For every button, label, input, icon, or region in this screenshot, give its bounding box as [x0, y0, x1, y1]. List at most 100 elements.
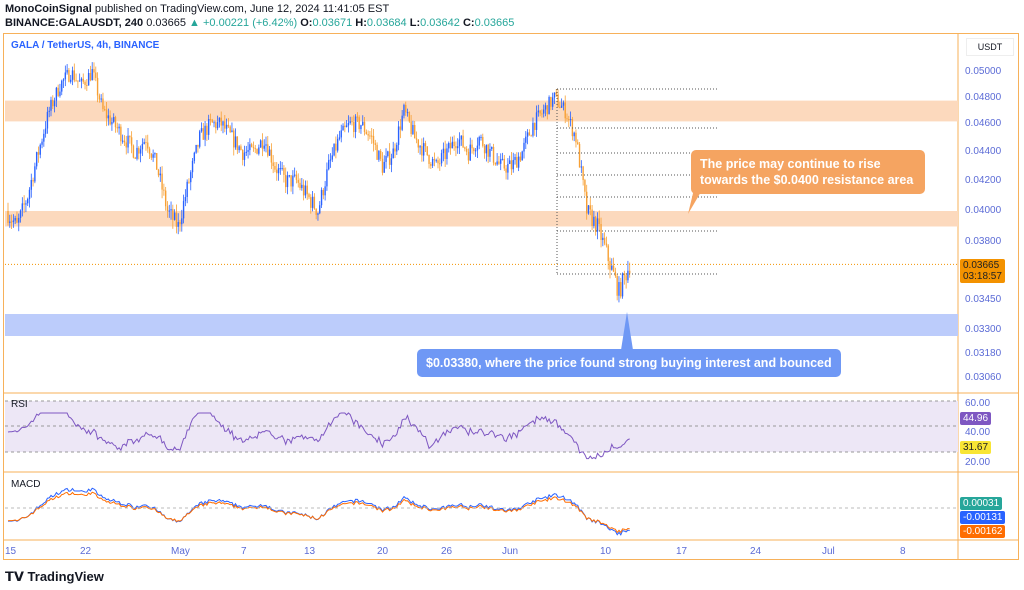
candle: [560, 105, 563, 108]
candle: [517, 156, 520, 168]
rsi-label: RSI: [11, 399, 28, 410]
candle: [109, 115, 111, 125]
candle: [14, 218, 16, 221]
candle: [367, 134, 369, 136]
candle: [374, 143, 376, 145]
candle: [426, 146, 428, 156]
candle: [105, 109, 108, 119]
candle: [156, 153, 158, 170]
candle: [136, 147, 138, 159]
candle: [188, 181, 190, 183]
candle: [30, 180, 32, 190]
candle: [353, 121, 355, 133]
publish-info: MonoCoinSignal published on TradingView.…: [5, 3, 390, 15]
candle: [408, 112, 411, 122]
candle: [345, 125, 348, 128]
candle: [534, 122, 536, 130]
candle: [387, 151, 389, 157]
candle: [396, 144, 398, 152]
candle: [114, 117, 117, 128]
candle: [369, 135, 371, 137]
candle: [184, 197, 187, 202]
candle: [211, 119, 213, 123]
candle: [573, 132, 575, 137]
candle: [342, 125, 344, 131]
rsi-value-tag: 44.96: [960, 412, 992, 425]
candle: [23, 203, 25, 205]
price-tick: 0.04200: [965, 175, 1002, 186]
candle: [12, 220, 15, 222]
candle: [100, 98, 102, 100]
candle: [414, 125, 416, 139]
candle: [200, 128, 203, 132]
candle: [163, 189, 165, 191]
candle: [310, 197, 312, 208]
candle: [249, 144, 251, 151]
candle: [376, 144, 378, 160]
candle: [233, 130, 235, 148]
price-tick: 0.04800: [965, 92, 1002, 103]
candle: [607, 245, 609, 262]
candle: [591, 209, 593, 226]
candle: [336, 138, 339, 151]
price-tick: 0.03450: [965, 294, 1002, 305]
candle: [75, 80, 77, 82]
candle: [333, 143, 335, 156]
candle: [127, 135, 129, 148]
candle: [48, 110, 50, 112]
candle: [618, 282, 620, 296]
candle: [218, 117, 221, 122]
candle: [629, 270, 631, 274]
candle: [586, 191, 588, 214]
candle: [593, 216, 595, 226]
candle: [320, 189, 323, 206]
candle: [113, 117, 115, 122]
currency-button[interactable]: USDT: [966, 38, 1014, 56]
candle: [555, 92, 557, 95]
candle: [190, 172, 192, 183]
candle: [256, 148, 258, 154]
candle: [507, 164, 509, 173]
candle: [234, 136, 237, 148]
candle: [157, 169, 160, 176]
price-tick: 0.05000: [965, 66, 1002, 77]
candle: [521, 151, 523, 161]
candle: [202, 128, 204, 140]
candle: [600, 224, 602, 240]
candle: [399, 126, 402, 130]
candle: [474, 150, 477, 152]
candle: [41, 141, 43, 145]
candle: [247, 150, 249, 152]
candle: [267, 144, 269, 156]
candle: [220, 117, 222, 126]
candle: [578, 143, 581, 168]
rsi-tick: 60.00: [965, 398, 991, 409]
candle: [598, 218, 600, 225]
candle: [206, 125, 208, 135]
candle: [512, 159, 514, 170]
candle: [46, 111, 49, 129]
price-tick: 0.04000: [965, 205, 1002, 216]
candle: [421, 146, 423, 156]
candle: [182, 201, 185, 219]
candle: [482, 136, 484, 146]
candle: [557, 94, 559, 107]
candle: [532, 122, 534, 136]
candle: [415, 138, 418, 140]
candle: [614, 271, 617, 277]
candle: [516, 156, 518, 168]
candle: [539, 110, 541, 114]
candle: [627, 270, 629, 281]
candle: [487, 144, 489, 157]
candle: [457, 146, 459, 149]
time-label: 10: [600, 546, 612, 557]
candle: [86, 84, 88, 86]
candle: [363, 121, 366, 132]
candle: [317, 213, 319, 215]
candle: [465, 148, 468, 152]
candle: [231, 130, 233, 132]
candle: [602, 237, 604, 240]
candle: [455, 146, 457, 149]
candle: [145, 142, 147, 144]
